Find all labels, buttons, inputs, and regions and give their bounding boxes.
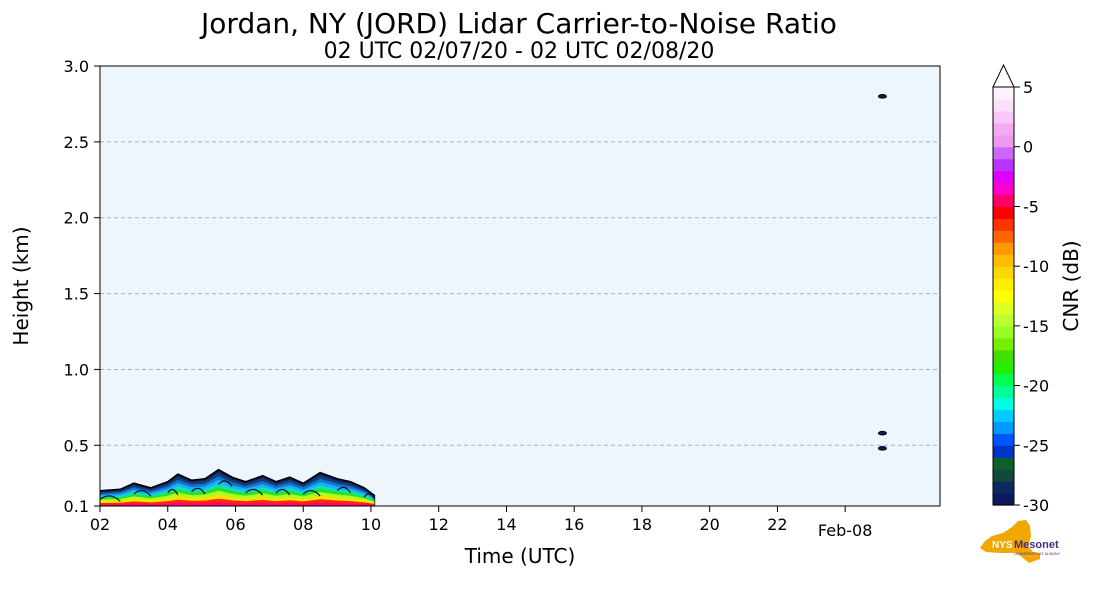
cnr-band xyxy=(100,502,375,506)
nys-mesonet-logo: NYS Mesonet UNIVERSITY AT ALBANY xyxy=(980,520,1061,563)
colorbar-tick-label: -25 xyxy=(1023,436,1049,455)
x-tick-label: 20 xyxy=(699,515,719,534)
cnr-contour xyxy=(302,490,321,497)
colorbar-tick-label: -10 xyxy=(1023,257,1049,276)
colorbar-segment xyxy=(993,421,1014,434)
cnr-data xyxy=(100,94,887,506)
colorbar-segment xyxy=(993,457,1014,470)
colorbar: 5 0 -5 -10 -15 -20 -25 -30 xyxy=(992,63,1049,515)
cnr-contour xyxy=(218,480,233,487)
colorbar-segment xyxy=(993,87,1014,100)
logo-mesonet-text: Mesonet xyxy=(1014,539,1059,551)
colorbar-segment xyxy=(993,325,1014,339)
cnr-contour xyxy=(133,490,152,497)
colorbar-segment xyxy=(993,361,1014,375)
cnr-contour xyxy=(167,488,179,496)
x-tick-label: 08 xyxy=(293,515,313,534)
plot-frame xyxy=(99,65,941,507)
colorbar-segment xyxy=(993,481,1014,494)
colorbar-segment xyxy=(993,266,1014,279)
cnr-contour xyxy=(245,488,264,496)
colorbar-label: CNR (dB) xyxy=(1059,240,1083,331)
y-tick-label: 2.0 xyxy=(64,209,89,228)
cnr-contour xyxy=(363,493,375,500)
colorbar-segment xyxy=(993,134,1014,148)
x-tick-label: 16 xyxy=(564,515,584,534)
colorbar-segment xyxy=(993,313,1014,327)
colorbar-segment xyxy=(993,409,1014,422)
cnr-point xyxy=(877,94,887,99)
colorbar-segment xyxy=(993,194,1014,208)
x-tick-label: 22 xyxy=(767,515,787,534)
colorbar-segment xyxy=(993,254,1014,267)
colorbar-segment xyxy=(993,385,1014,399)
logo-nys-text: NYS xyxy=(992,540,1013,551)
colorbar-segment xyxy=(993,230,1014,243)
x-axis-label: Time (UTC) xyxy=(464,544,576,568)
grid-lines xyxy=(100,141,940,446)
colorbar-segment xyxy=(993,349,1014,363)
colorbar-segment xyxy=(993,146,1014,160)
cnr-contour xyxy=(100,495,121,502)
colorbar-segment xyxy=(993,278,1014,291)
colorbar-segment xyxy=(993,206,1014,219)
colorbar-segment xyxy=(993,397,1014,411)
y-tick-label: 2.5 xyxy=(64,133,89,152)
chart-subtitle: 02 UTC 02/07/20 - 02 UTC 02/08/20 xyxy=(324,39,715,64)
x-tick-label: Feb-08 xyxy=(818,521,872,540)
colorbar-segment xyxy=(993,433,1014,446)
colorbar-segment xyxy=(993,337,1014,351)
y-tick-label: 3.0 xyxy=(64,57,89,76)
x-axis: 02 04 06 08 10 12 14 16 18 20 22 Feb-08 xyxy=(90,506,872,540)
y-tick-label: 0.5 xyxy=(64,436,89,455)
y-tick-label: 1.5 xyxy=(64,285,89,304)
x-tick-label: 02 xyxy=(90,515,110,534)
colorbar-segment xyxy=(993,290,1014,303)
colorbar-segment xyxy=(993,218,1014,231)
colorbar-segment xyxy=(993,493,1014,506)
colorbar-segment xyxy=(993,445,1014,458)
cnr-contour xyxy=(191,487,206,495)
plot-background xyxy=(100,66,940,506)
colorbar-tick-label: -15 xyxy=(1023,317,1049,336)
colorbar-tick-label: 5 xyxy=(1023,78,1033,97)
cnr-point xyxy=(877,430,887,436)
x-tick-label: 14 xyxy=(496,515,516,534)
y-tick-label: 1.0 xyxy=(64,360,89,379)
colorbar-segment xyxy=(993,301,1014,315)
x-tick-label: 10 xyxy=(361,515,381,534)
colorbar-segment xyxy=(993,122,1014,136)
x-tick-label: 04 xyxy=(158,515,178,534)
colorbar-segment xyxy=(993,242,1014,255)
cnr-contour xyxy=(336,486,352,494)
y-tick-label: 0.1 xyxy=(64,497,89,516)
colorbar-segment xyxy=(993,98,1014,112)
colorbar-tick-label: -20 xyxy=(1023,377,1049,396)
colorbar-extend-arrow xyxy=(992,63,1015,88)
colorbar-segment xyxy=(993,373,1014,387)
x-tick-label: 12 xyxy=(429,515,449,534)
colorbar-segment xyxy=(993,182,1014,196)
colorbar-segment xyxy=(993,110,1014,124)
cnr-point xyxy=(877,446,887,451)
x-tick-label: 18 xyxy=(632,515,652,534)
colorbar-segment xyxy=(993,170,1014,184)
colorbar-tick-label: -5 xyxy=(1023,197,1039,216)
y-axis: 0.1 0.5 1.0 1.5 2.0 2.5 3.0 xyxy=(64,57,100,516)
colorbar-frame xyxy=(992,86,1015,506)
colorbar-segment xyxy=(993,469,1014,482)
chart-title: Jordan, NY (JORD) Lidar Carrier-to-Noise… xyxy=(199,7,837,40)
colorbar-tick-label: -30 xyxy=(1023,496,1049,515)
cnr-contour xyxy=(275,488,291,496)
ny-state-shape xyxy=(980,520,1040,563)
y-axis-label: Height (km) xyxy=(9,226,33,345)
x-tick-label: 06 xyxy=(225,515,245,534)
colorbar-segment xyxy=(993,158,1014,172)
colorbar-tick-label: 0 xyxy=(1023,138,1033,157)
logo-subtext: UNIVERSITY AT ALBANY xyxy=(1014,551,1061,556)
